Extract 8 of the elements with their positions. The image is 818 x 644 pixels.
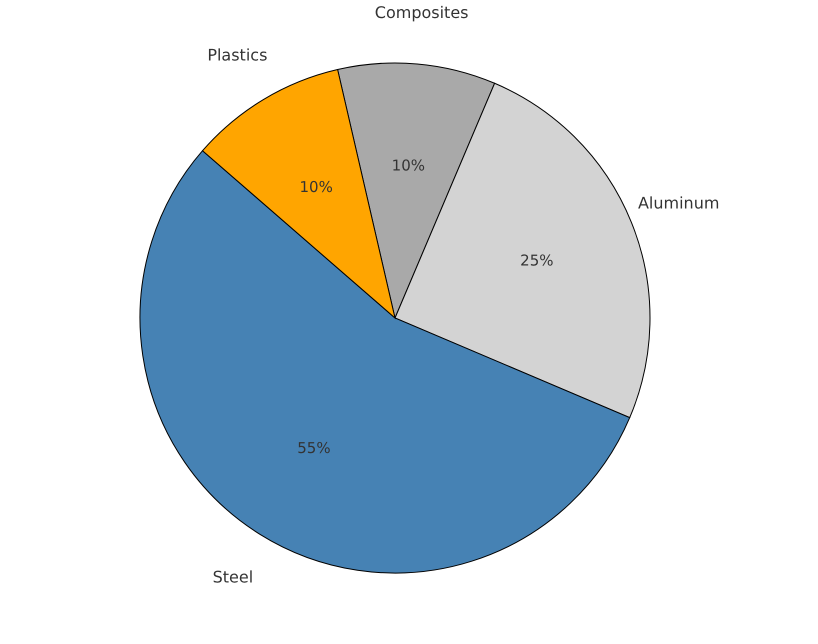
slice-label: Steel	[212, 568, 254, 587]
data-label: 55%	[297, 438, 331, 457]
slice-label: Plastics	[207, 46, 268, 65]
data-label: 10%	[392, 156, 425, 175]
data-label: 10%	[300, 178, 333, 196]
slice-label: Composites	[374, 3, 469, 22]
slice-label: Aluminum	[638, 193, 720, 212]
data-label: 25%	[520, 252, 554, 270]
